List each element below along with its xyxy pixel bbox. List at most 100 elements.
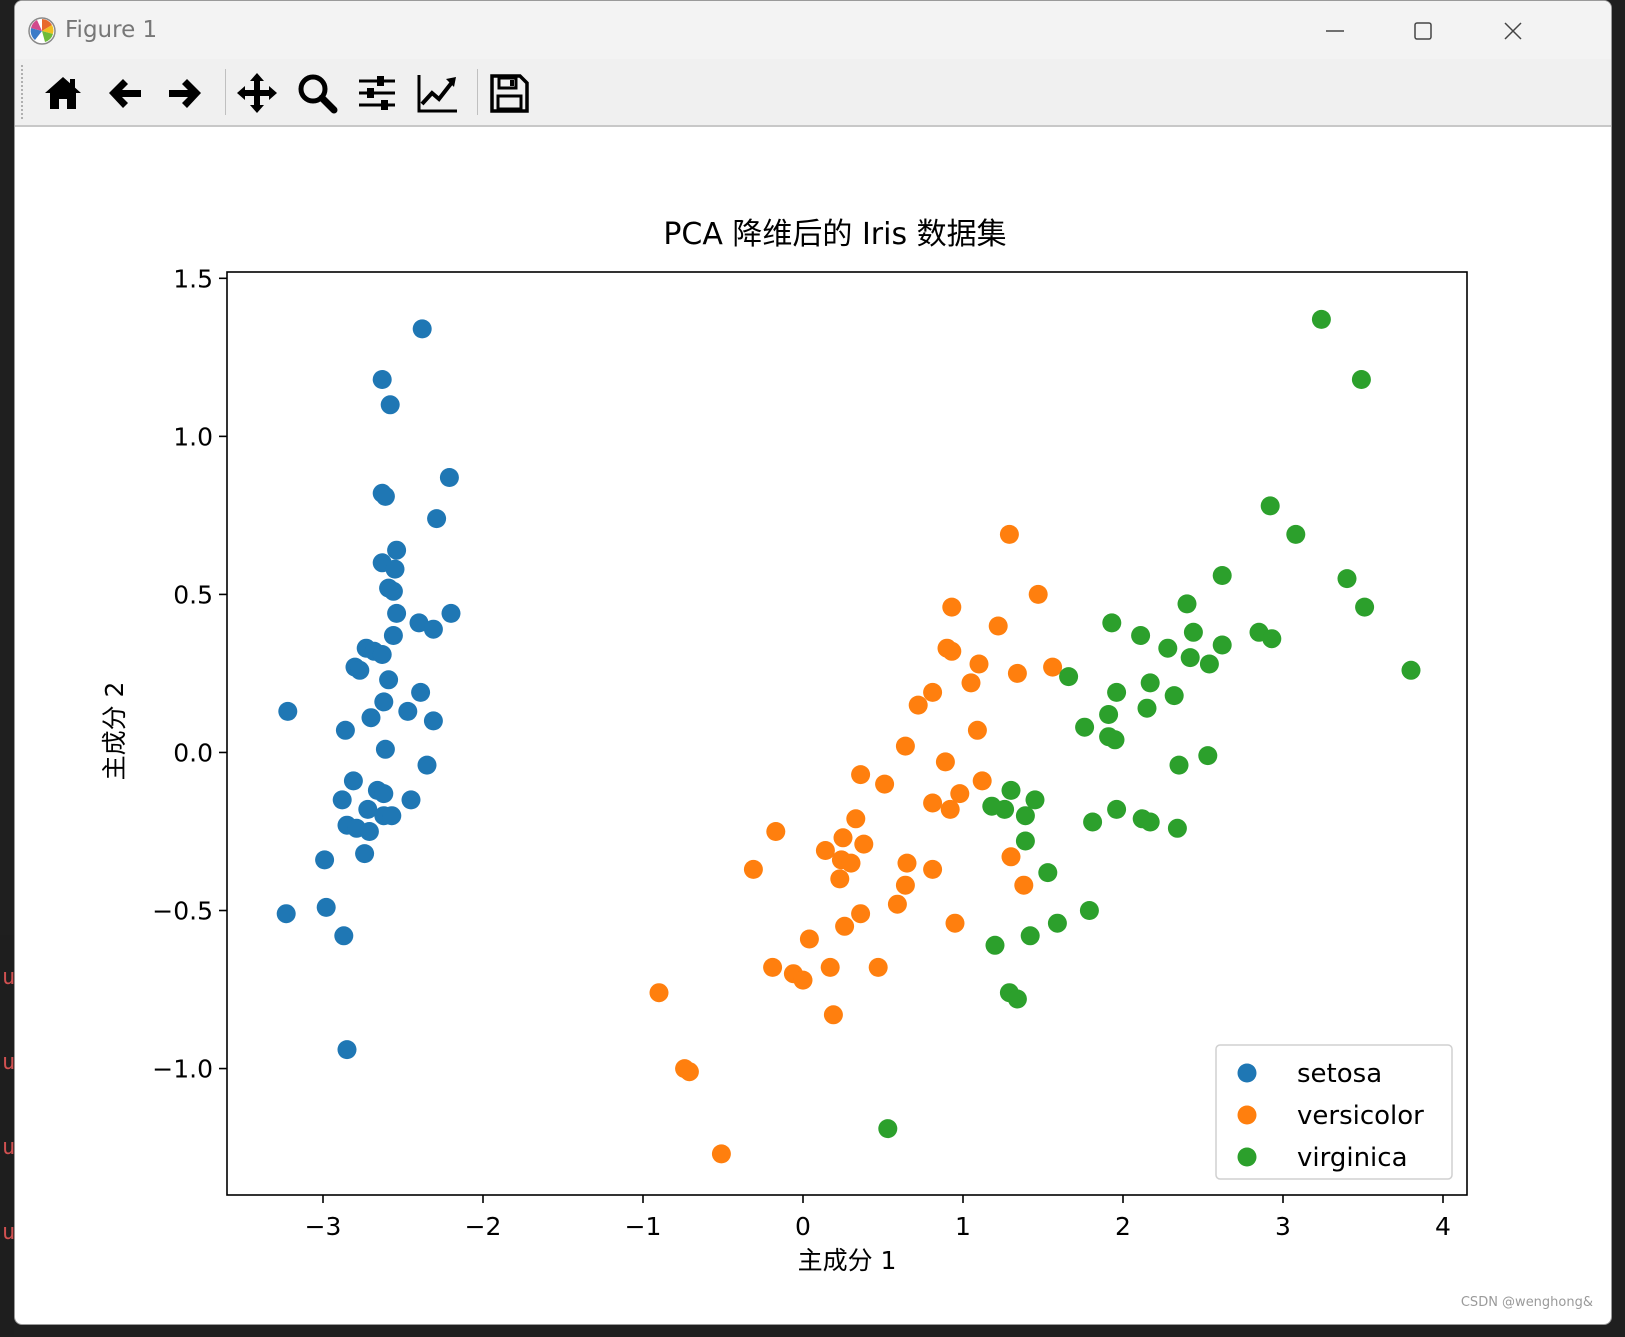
versicolor-point [1001, 847, 1021, 867]
figure-window: Figure 1 [14, 0, 1612, 1325]
subplots-button[interactable] [351, 67, 403, 117]
virginica-point [1107, 799, 1127, 819]
versicolor-point [833, 828, 853, 848]
x-axis-label: 主成分 1 [798, 1246, 897, 1275]
setosa-point [379, 670, 399, 690]
setosa-point [385, 559, 405, 579]
setosa-point [374, 692, 394, 712]
versicolor-point [1043, 657, 1063, 677]
background-terminal-edge: u u u u [0, 935, 16, 1335]
forward-button[interactable] [159, 67, 211, 117]
toolbar-grip[interactable] [21, 65, 27, 119]
minimize-button[interactable] [1305, 11, 1365, 51]
x-tick-label: −1 [625, 1212, 662, 1241]
virginica-point [1180, 648, 1200, 668]
virginica-point [1158, 638, 1178, 658]
versicolor-point [1014, 875, 1034, 895]
y-axis-label: 主成分 2 [100, 682, 129, 781]
virginica-point [1140, 673, 1160, 693]
x-tick-label: −2 [465, 1212, 502, 1241]
setosa-point [398, 701, 418, 721]
setosa-point [427, 509, 447, 529]
home-button[interactable] [37, 67, 89, 117]
terminal-marker: u [2, 1050, 16, 1075]
virginica-point [1286, 524, 1306, 544]
virginica-point [1351, 370, 1371, 389]
virginica-point [1102, 613, 1122, 633]
setosa-point [372, 645, 392, 664]
virginica-point [1198, 746, 1218, 766]
versicolor-point [935, 752, 955, 772]
virginica-point [1137, 698, 1157, 718]
y-tick-label: −1.0 [152, 1055, 213, 1084]
virginica-point [1401, 660, 1421, 680]
versicolor-point [851, 904, 871, 924]
back-button[interactable] [99, 67, 151, 117]
virginica-point [1075, 717, 1095, 737]
versicolor-point [972, 771, 992, 791]
virginica-point [1337, 569, 1357, 589]
setosa-point [387, 603, 407, 623]
zoom-button[interactable] [291, 67, 343, 117]
axis-ticks: −3 −2 −1 0 1 2 3 4 −1.0 −0.5 0.0 0.5 1.0 1.5 [152, 264, 1451, 1241]
versicolor-point [961, 673, 981, 693]
virginica-point [1262, 629, 1282, 649]
versicolor-point [835, 916, 855, 936]
versicolor-point [649, 983, 669, 1003]
setosa-point [441, 603, 461, 623]
matplotlib-logo-icon [28, 17, 56, 45]
chart-legend: setosa versicolor virginica [1215, 1044, 1453, 1180]
versicolor-point [841, 853, 861, 873]
virginica-point [1015, 806, 1035, 826]
versicolor-point [766, 822, 786, 841]
sliders-icon [359, 76, 395, 110]
versicolor-point [823, 1005, 843, 1025]
setosa-point [375, 739, 395, 759]
versicolor-point [967, 720, 987, 740]
setosa-point [359, 822, 379, 841]
plot-area [276, 309, 1421, 1164]
versicolor-point [711, 1144, 731, 1164]
setosa-point [335, 720, 355, 740]
edit-axis-button[interactable] [411, 67, 463, 117]
setosa-point [409, 613, 429, 633]
versicolor-point [679, 1062, 699, 1082]
versicolor-point [793, 970, 813, 990]
versicolor-point [743, 859, 763, 879]
x-tick-label: 1 [955, 1212, 971, 1241]
save-button[interactable] [483, 67, 535, 117]
line-chart-icon [417, 75, 457, 113]
virginica-point [1177, 594, 1197, 614]
virginica-point [995, 799, 1015, 819]
maximize-button[interactable] [1393, 11, 1453, 51]
virginica-legend-marker [1237, 1147, 1257, 1167]
virginica-point [1059, 667, 1079, 687]
versicolor-point [923, 682, 943, 702]
virginica-point [1038, 863, 1058, 883]
virginica-point [1212, 635, 1232, 655]
virginica-point [1212, 566, 1232, 585]
figure-canvas[interactable]: PCA 降维后的 Iris 数据集 −3 −2 −1 0 1 2 3 4 −1.0 −0.5 0.0… [15, 127, 1611, 1322]
setosa-point [334, 926, 354, 946]
setosa-point [383, 626, 403, 645]
setosa-point [337, 1040, 357, 1060]
floppy-disk-icon [490, 74, 529, 113]
virginica-point [1167, 818, 1187, 838]
setosa-point [387, 540, 407, 560]
virginica-point [1020, 926, 1040, 946]
virginica-legend-label: virginica [1297, 1143, 1408, 1173]
versicolor-point [799, 929, 819, 949]
versicolor-point [923, 859, 943, 879]
versicolor-point [950, 784, 970, 804]
close-button[interactable] [1483, 11, 1543, 51]
setosa-point [423, 711, 443, 731]
virginica-point [1169, 755, 1189, 775]
setosa-point [358, 799, 378, 819]
pan-button[interactable] [231, 67, 283, 117]
virginica-point [1164, 686, 1184, 706]
versicolor-point [887, 894, 907, 914]
toolbar-separator [225, 69, 226, 115]
title-bar[interactable]: Figure 1 [15, 1, 1611, 59]
chart-title: PCA 降维后的 Iris 数据集 [663, 217, 1006, 252]
home-icon [45, 77, 81, 109]
